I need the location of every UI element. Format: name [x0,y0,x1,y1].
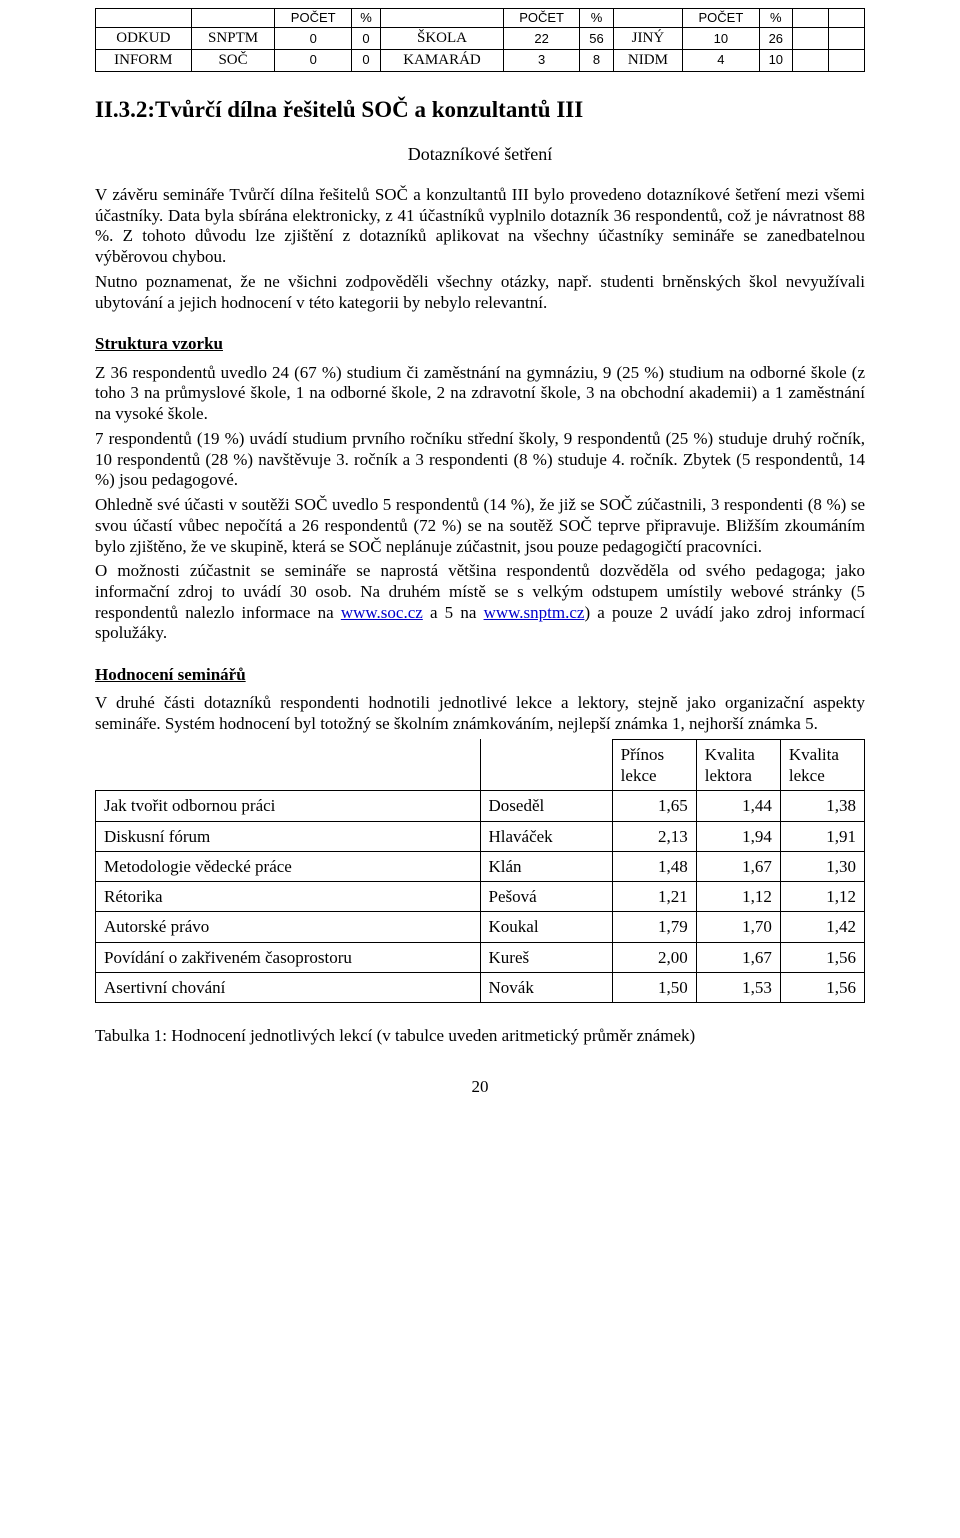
col-header: POČET [503,9,579,28]
cell: 0 [275,50,351,72]
cell: 1,53 [696,972,780,1002]
cell: Koukal [480,912,612,942]
paragraph: Ohledně své účasti v soutěži SOČ uvedlo … [95,495,865,557]
paragraph: Nutno poznamenat, že ne všichni zodpověd… [95,272,865,313]
cell: 1,67 [696,942,780,972]
table-row: Autorské právo Koukal 1,79 1,70 1,42 [96,912,865,942]
table-row: Povídání o zakřiveném časoprostoru Kureš… [96,942,865,972]
col-header: Kvalita lektora [696,739,780,791]
subtitle: Dotazníkové šetření [95,143,865,166]
cell: 1,70 [696,912,780,942]
table-row: Jak tvořit odbornou práci Doseděl 1,65 1… [96,791,865,821]
cell: 0 [351,28,380,50]
text: a 5 na [423,603,484,622]
row-label: SOČ [191,50,275,72]
cell: 1,79 [612,912,696,942]
paragraph: O možnosti zúčastnit se semináře se napr… [95,561,865,644]
cell: 1,56 [780,942,864,972]
row-label: INFORM [96,50,192,72]
table-caption: Tabulka 1: Hodnocení jednotlivých lekcí … [95,1025,865,1046]
row-label: ŠKOLA [381,28,504,50]
row-label: NIDM [613,50,683,72]
cell: 1,56 [780,972,864,1002]
table-row: ODKUD SNPTM 0 0 ŠKOLA 22 56 JINÝ 10 26 [96,28,865,50]
cell: Hlaváček [480,821,612,851]
cell: 1,12 [696,882,780,912]
cell: Asertivní chování [96,972,481,1002]
cell: 22 [503,28,579,50]
cell: 26 [759,28,792,50]
col-header: % [580,9,613,28]
cell: 0 [275,28,351,50]
ratings-table: Přínos lekce Kvalita lektora Kvalita lek… [95,739,865,1003]
col-header: Přínos lekce [612,739,696,791]
cell: 2,00 [612,942,696,972]
table-row: INFORM SOČ 0 0 KAMARÁD 3 8 NIDM 4 10 [96,50,865,72]
row-label: KAMARÁD [381,50,504,72]
paragraph: 7 respondentů (19 %) uvádí studium první… [95,429,865,491]
page-number: 20 [95,1076,865,1097]
col-header: Kvalita lekce [780,739,864,791]
cell: Klán [480,851,612,881]
cell: 8 [580,50,613,72]
cell: Metodologie vědecké práce [96,851,481,881]
paragraph: Z 36 respondentů uvedlo 24 (67 %) studiu… [95,363,865,425]
cell: Rétorika [96,882,481,912]
cell: Autorské právo [96,912,481,942]
cell: Diskusní fórum [96,821,481,851]
cell: 10 [759,50,792,72]
cell: 1,38 [780,791,864,821]
cell: 1,91 [780,821,864,851]
table-row: Asertivní chování Novák 1,50 1,53 1,56 [96,972,865,1002]
cell: Kureš [480,942,612,972]
section-heading: Struktura vzorku [95,333,865,354]
cell: Pešová [480,882,612,912]
cell: Novák [480,972,612,1002]
cell: 3 [503,50,579,72]
section-heading: Hodnocení seminářů [95,664,865,685]
cell: 4 [683,50,759,72]
info-source-table: POČET % POČET % POČET % ODKUD SNPTM 0 0 … [95,8,865,72]
cell: Povídání o zakřiveném časoprostoru [96,942,481,972]
cell: 1,42 [780,912,864,942]
cell: 2,13 [612,821,696,851]
cell: 1,30 [780,851,864,881]
row-label: SNPTM [191,28,275,50]
col-header: % [759,9,792,28]
cell: 1,67 [696,851,780,881]
table-row: Rétorika Pešová 1,21 1,12 1,12 [96,882,865,912]
cell: 1,21 [612,882,696,912]
cell: 1,94 [696,821,780,851]
table-row: Diskusní fórum Hlaváček 2,13 1,94 1,91 [96,821,865,851]
paragraph: V závěru semináře Tvůrčí dílna řešitelů … [95,185,865,268]
cell: 56 [580,28,613,50]
row-label: JINÝ [613,28,683,50]
table-row: POČET % POČET % POČET % [96,9,865,28]
cell: 1,44 [696,791,780,821]
cell: 1,12 [780,882,864,912]
cell: 1,65 [612,791,696,821]
cell: 1,48 [612,851,696,881]
cell: Jak tvořit odbornou práci [96,791,481,821]
table-row: Metodologie vědecké práce Klán 1,48 1,67… [96,851,865,881]
col-header: POČET [275,9,351,28]
table-header-row: Přínos lekce Kvalita lektora Kvalita lek… [96,739,865,791]
cell: 10 [683,28,759,50]
paragraph: V druhé části dotazníků respondenti hodn… [95,693,865,734]
col-header: POČET [683,9,759,28]
row-label: ODKUD [96,28,192,50]
page-title: II.3.2:Tvůrčí dílna řešitelů SOČ a konzu… [95,96,865,125]
link-snptm[interactable]: www.snptm.cz [484,603,585,622]
cell: Doseděl [480,791,612,821]
cell: 1,50 [612,972,696,1002]
cell: 0 [351,50,380,72]
link-soc[interactable]: www.soc.cz [341,603,423,622]
col-header: % [351,9,380,28]
